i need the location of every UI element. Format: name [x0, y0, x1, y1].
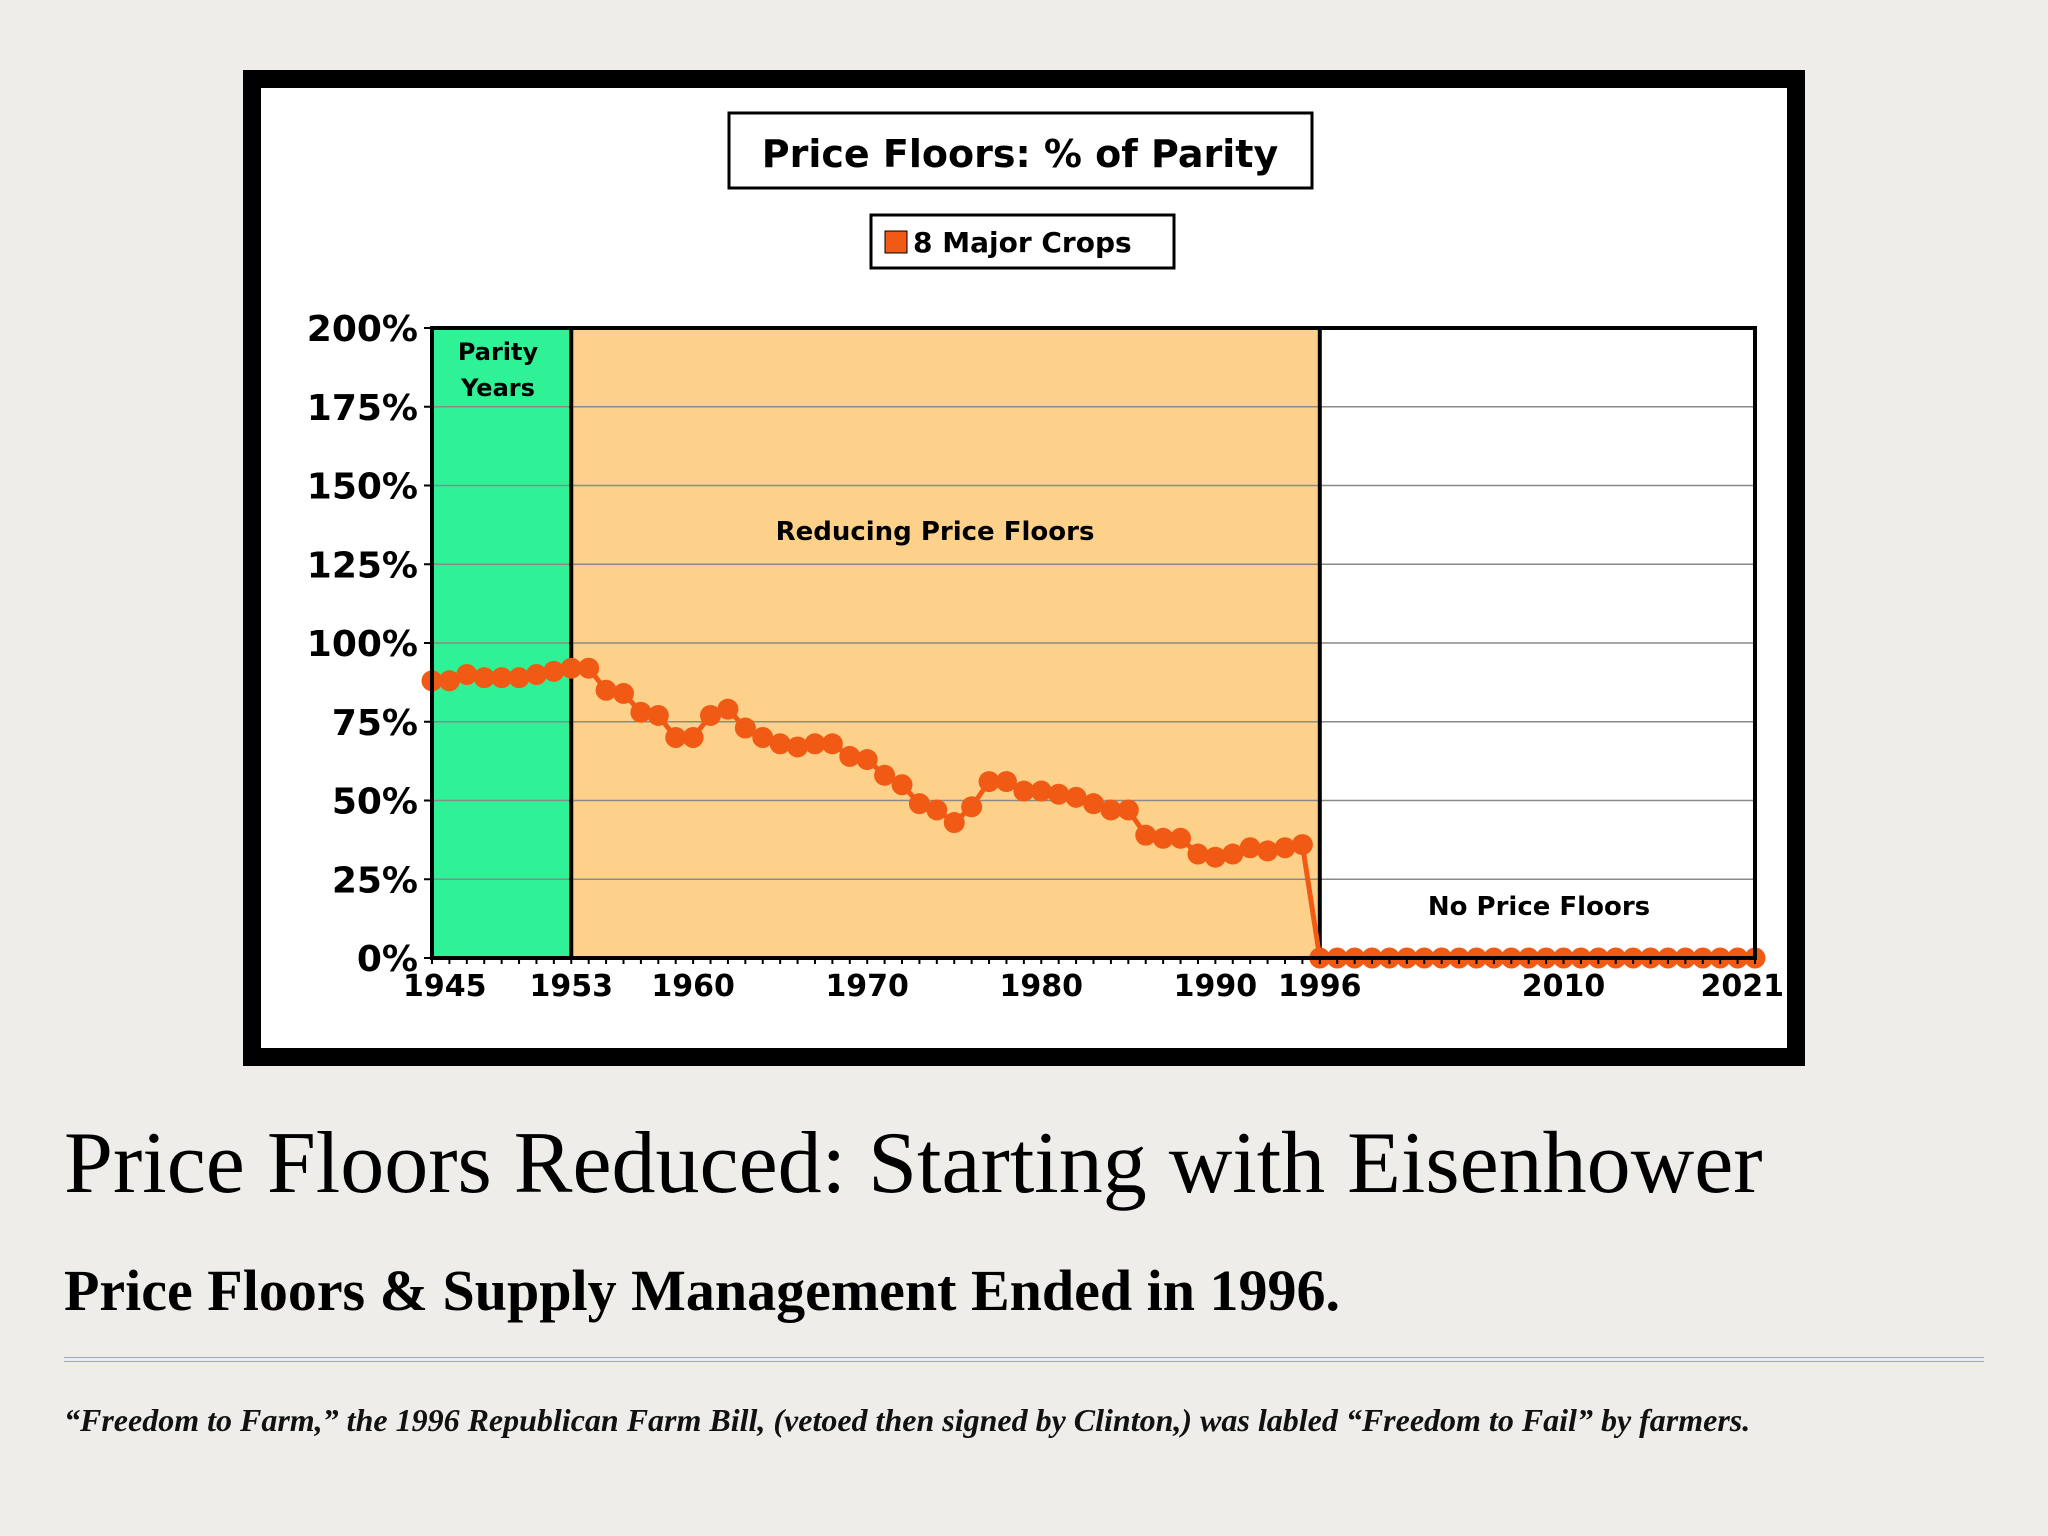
legend: [869, 213, 1176, 270]
data-point-1947: [456, 664, 478, 685]
data-point-1984: [1100, 799, 1122, 821]
x-tick-label: 1945: [403, 969, 487, 1004]
region-label-2-line-0: No Price Floors: [1428, 892, 1650, 922]
x-tick-label: 1953: [530, 969, 614, 1004]
data-point-1963: [734, 717, 756, 739]
y-tick-label: 0%: [357, 939, 418, 980]
y-tick-label: 175%: [307, 388, 418, 429]
data-point-1955: [595, 679, 617, 701]
region-label-0: Parity Years: [458, 338, 539, 402]
data-point-1994: [1274, 837, 1296, 859]
x-tick-label: 1970: [825, 969, 909, 1004]
data-point-1957: [630, 701, 652, 723]
x-tick-label: 2010: [1522, 969, 1606, 1004]
data-point-1951: [525, 664, 547, 685]
region-label-2: No Price Floors: [1428, 892, 1650, 922]
data-point-1973: [908, 793, 930, 815]
divider-rule: [64, 1357, 1984, 1362]
data-point-1949: [491, 667, 513, 689]
data-point-1968: [821, 733, 843, 755]
data-point-1995: [1291, 834, 1313, 856]
data-point-1966: [787, 736, 809, 758]
data-point-1958: [647, 704, 669, 726]
region-label-0-line-0: Parity: [458, 338, 539, 366]
data-point-1956: [612, 682, 634, 704]
data-point-1953: [560, 657, 582, 679]
data-point-1983: [1083, 793, 1104, 815]
y-tick-label: 100%: [307, 624, 418, 665]
data-point-1992: [1239, 837, 1261, 859]
data-point-1948: [473, 667, 495, 689]
data-point-1962: [717, 698, 739, 720]
slide-subtitle: Price Floors & Supply Management Ended i…: [64, 1258, 1341, 1323]
data-point-1977: [978, 771, 1000, 793]
data-point-1946: [438, 670, 460, 692]
data-point-1970: [856, 749, 878, 771]
region-label-0-line-1: Years: [460, 374, 535, 402]
data-point-1986: [1135, 824, 1157, 846]
data-point-1961: [700, 704, 722, 726]
data-point-1979: [1013, 780, 1035, 802]
data-point-1991: [1222, 843, 1244, 865]
region-label-1-line-0: Reducing Price Floors: [776, 517, 1095, 547]
chart-title: Price Floors: % of Parity: [762, 132, 1279, 176]
data-point-1982: [1065, 786, 1087, 808]
slide-title: Price Floors Reduced: Starting with Eise…: [64, 1115, 1763, 1212]
y-tick-label: 25%: [332, 860, 418, 901]
region-labels: Parity Years Reducing Price Floors No Price…: [458, 338, 1650, 922]
data-point-1960: [682, 727, 704, 748]
data-point-1967: [804, 733, 826, 755]
data-point-1978: [995, 771, 1017, 793]
data-point-1965: [769, 733, 791, 755]
price-floors-chart: Parity Years Reducing Price Floors No Price…: [261, 88, 1787, 1048]
x-tick-label: 1960: [651, 969, 735, 1004]
y-tick-label: 200%: [307, 309, 418, 350]
data-point-1969: [839, 745, 861, 767]
data-point-1980: [1030, 780, 1052, 802]
data-point-1971: [874, 764, 896, 786]
chart-title-box: [727, 111, 1314, 190]
x-tick-label: 1990: [1174, 969, 1258, 1004]
data-point-1985: [1117, 799, 1139, 821]
data-point-1975: [943, 812, 965, 834]
data-point-1972: [891, 774, 913, 796]
y-tick-label: 150%: [307, 467, 418, 508]
chart-frame: Parity Years Reducing Price Floors No Price…: [243, 70, 1805, 1066]
region-label-1: Reducing Price Floors: [776, 517, 1095, 547]
data-point-1993: [1257, 840, 1279, 862]
data-point-1954: [578, 657, 600, 679]
data-point-1952: [543, 660, 565, 682]
data-point-1988: [1170, 827, 1192, 849]
data-point-1981: [1048, 783, 1070, 805]
data-point-1950: [508, 667, 530, 689]
y-tick-label: 75%: [332, 703, 418, 744]
data-point-1989: [1187, 843, 1209, 865]
y-tick-label: 50%: [332, 782, 418, 823]
axes: 0% 25% 50% 75% 100% 125% 150% 175% 200% 1945 1953 1…: [307, 309, 1784, 1004]
y-tick-label: 125%: [307, 545, 418, 586]
legend-label: 8 Major Crops: [913, 226, 1132, 259]
x-tick-label: 1980: [1000, 969, 1084, 1004]
x-tick-label: 1996: [1278, 969, 1362, 1004]
data-point-1959: [665, 727, 687, 748]
data-point-1990: [1204, 846, 1226, 868]
legend-swatch: [884, 230, 908, 254]
data-point-1974: [926, 799, 948, 821]
data-point-1987: [1152, 827, 1174, 849]
footnote: “Freedom to Farm,” the 1996 Republican F…: [64, 1402, 1751, 1438]
data-point-1976: [961, 796, 983, 818]
x-tick-label: 2021: [1701, 969, 1785, 1004]
data-point-1964: [752, 727, 774, 748]
